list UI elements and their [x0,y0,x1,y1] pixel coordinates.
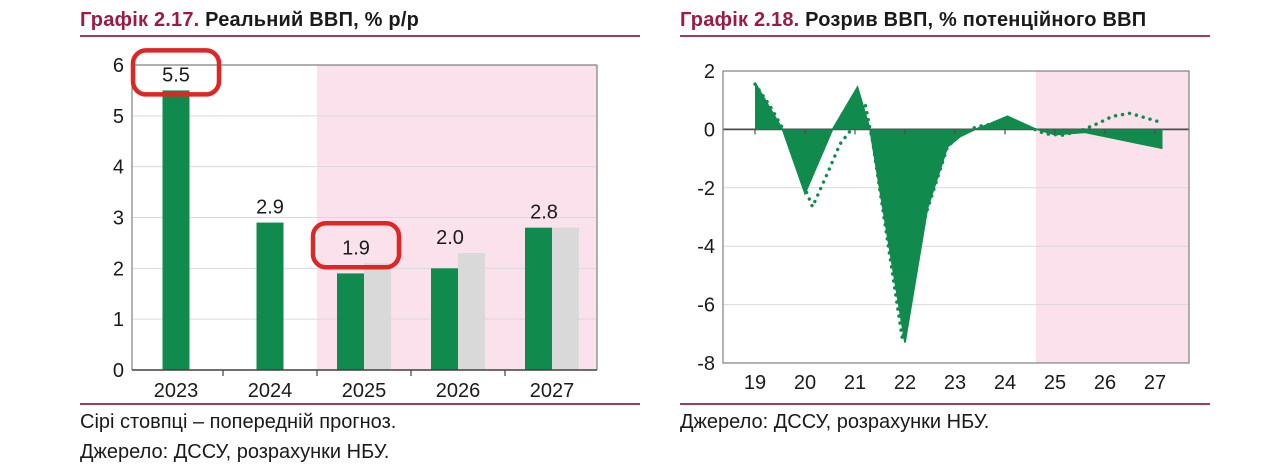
y-axis-labels: 2 0 -2 -4 -6 -8 [697,61,715,375]
x-tick-label: 2025 [342,380,387,402]
y-tick-label: 4 [113,157,124,179]
forecast-region [1036,71,1189,363]
chart-2-18-title-text: Розрив ВВП, % потенційного ВВП [799,9,1147,31]
bar-prev-forecast-2025 [364,263,391,370]
footer-rule-left [80,403,640,405]
zero-axis-ticks [754,129,1156,135]
chart-2-18-number: Графік 2.18. [680,9,800,31]
chart-2-18-section: Графік 2.18. Розрив ВВП, % потенційного … [680,8,1240,435]
chart-2-17-section: Графік 2.17. Реальний ВВП, % р/р 5.5 2.9 1… [80,8,640,465]
y-tick-label: 0 [704,119,715,141]
bar-forecast-2026 [431,268,458,370]
x-axis-labels: 2023 2024 2025 2026 2027 [154,380,575,402]
y-tick-label: -4 [697,236,715,258]
gridlines [723,187,1189,306]
source-note-right: Джерело: ДССУ, розрахунки НБУ. [680,411,990,433]
gray-bars-note: Сірі стовпці – попередній прогноз. [80,411,397,433]
x-tick-label: 21 [844,372,866,394]
footer-rule-right [680,403,1210,405]
bar-value-label: 2.0 [436,227,464,249]
y-tick-label: 5 [113,106,124,128]
bar-value-label: 1.9 [342,237,370,259]
chart-2-18-title: Графік 2.18. Розрив ВВП, % потенційного … [680,8,1240,33]
previous-forecast-dotted-line [753,82,1162,340]
y-tick-label: 3 [113,208,124,230]
highlight-box [310,221,402,270]
x-tick-label: 27 [1144,372,1166,394]
bar-actual-2024 [256,222,284,370]
chart-2-17-title: Графік 2.17. Реальний ВВП, % р/р [80,8,640,33]
highlight-box [130,48,222,97]
x-tick-label: 2026 [436,380,481,402]
bar-value-label: 5.5 [162,64,190,86]
y-tick-label: -2 [697,178,715,200]
x-tick-label: 20 [794,372,816,394]
x-tick-label: 23 [944,372,966,394]
x-tick-label: 2023 [154,380,199,402]
title-rule-right [680,35,1210,37]
x-tick-label: 25 [1044,372,1066,394]
bar-labels: 5.5 2.9 1.9 2.0 2.8 [162,64,558,259]
bar-prev-forecast-2027 [552,227,579,370]
y-tick-label: -6 [697,295,715,317]
gdp-gap-area [755,82,1163,343]
x-tick-label: 19 [744,372,766,394]
bar-value-label: 2.8 [530,202,558,224]
y-tick-label: -8 [697,353,715,375]
y-tick-label: 2 [113,258,124,280]
x-axis-labels: 19 20 21 22 23 24 25 26 27 [744,372,1166,394]
highlight-annotations [130,48,402,270]
y-axis-labels: 0 1 2 3 4 5 6 [113,55,124,382]
chart-2-17-title-text: Реальний ВВП, % р/р [199,9,419,31]
x-tick-label: 2027 [530,380,575,402]
source-note-left: Джерело: ДССУ, розрахунки НБУ. [80,441,390,463]
x-tick-label: 22 [894,372,916,394]
bars [162,90,579,370]
x-tick-label: 26 [1094,372,1116,394]
bar-prev-forecast-2026 [458,253,485,370]
bar-value-label: 2.9 [256,197,284,219]
y-tick-label: 0 [113,360,124,382]
y-tick-label: 1 [113,309,124,331]
bar-forecast-2025 [337,273,364,370]
bar-forecast-2027 [525,227,552,370]
plot-border [722,70,1190,364]
gdp-gap-area-chart: 20-2-4-6-819 20 21 22 23 24 25 26 27 [697,61,1190,394]
y-tick-label: 6 [113,55,124,77]
chart-2-17-number: Графік 2.17. [80,9,200,31]
y-tick-label: 2 [704,61,715,83]
title-rule-left [80,35,640,37]
x-tick-label: 2024 [248,380,293,402]
x-tick-label: 24 [994,372,1016,394]
bar-actual-2023 [162,90,190,370]
